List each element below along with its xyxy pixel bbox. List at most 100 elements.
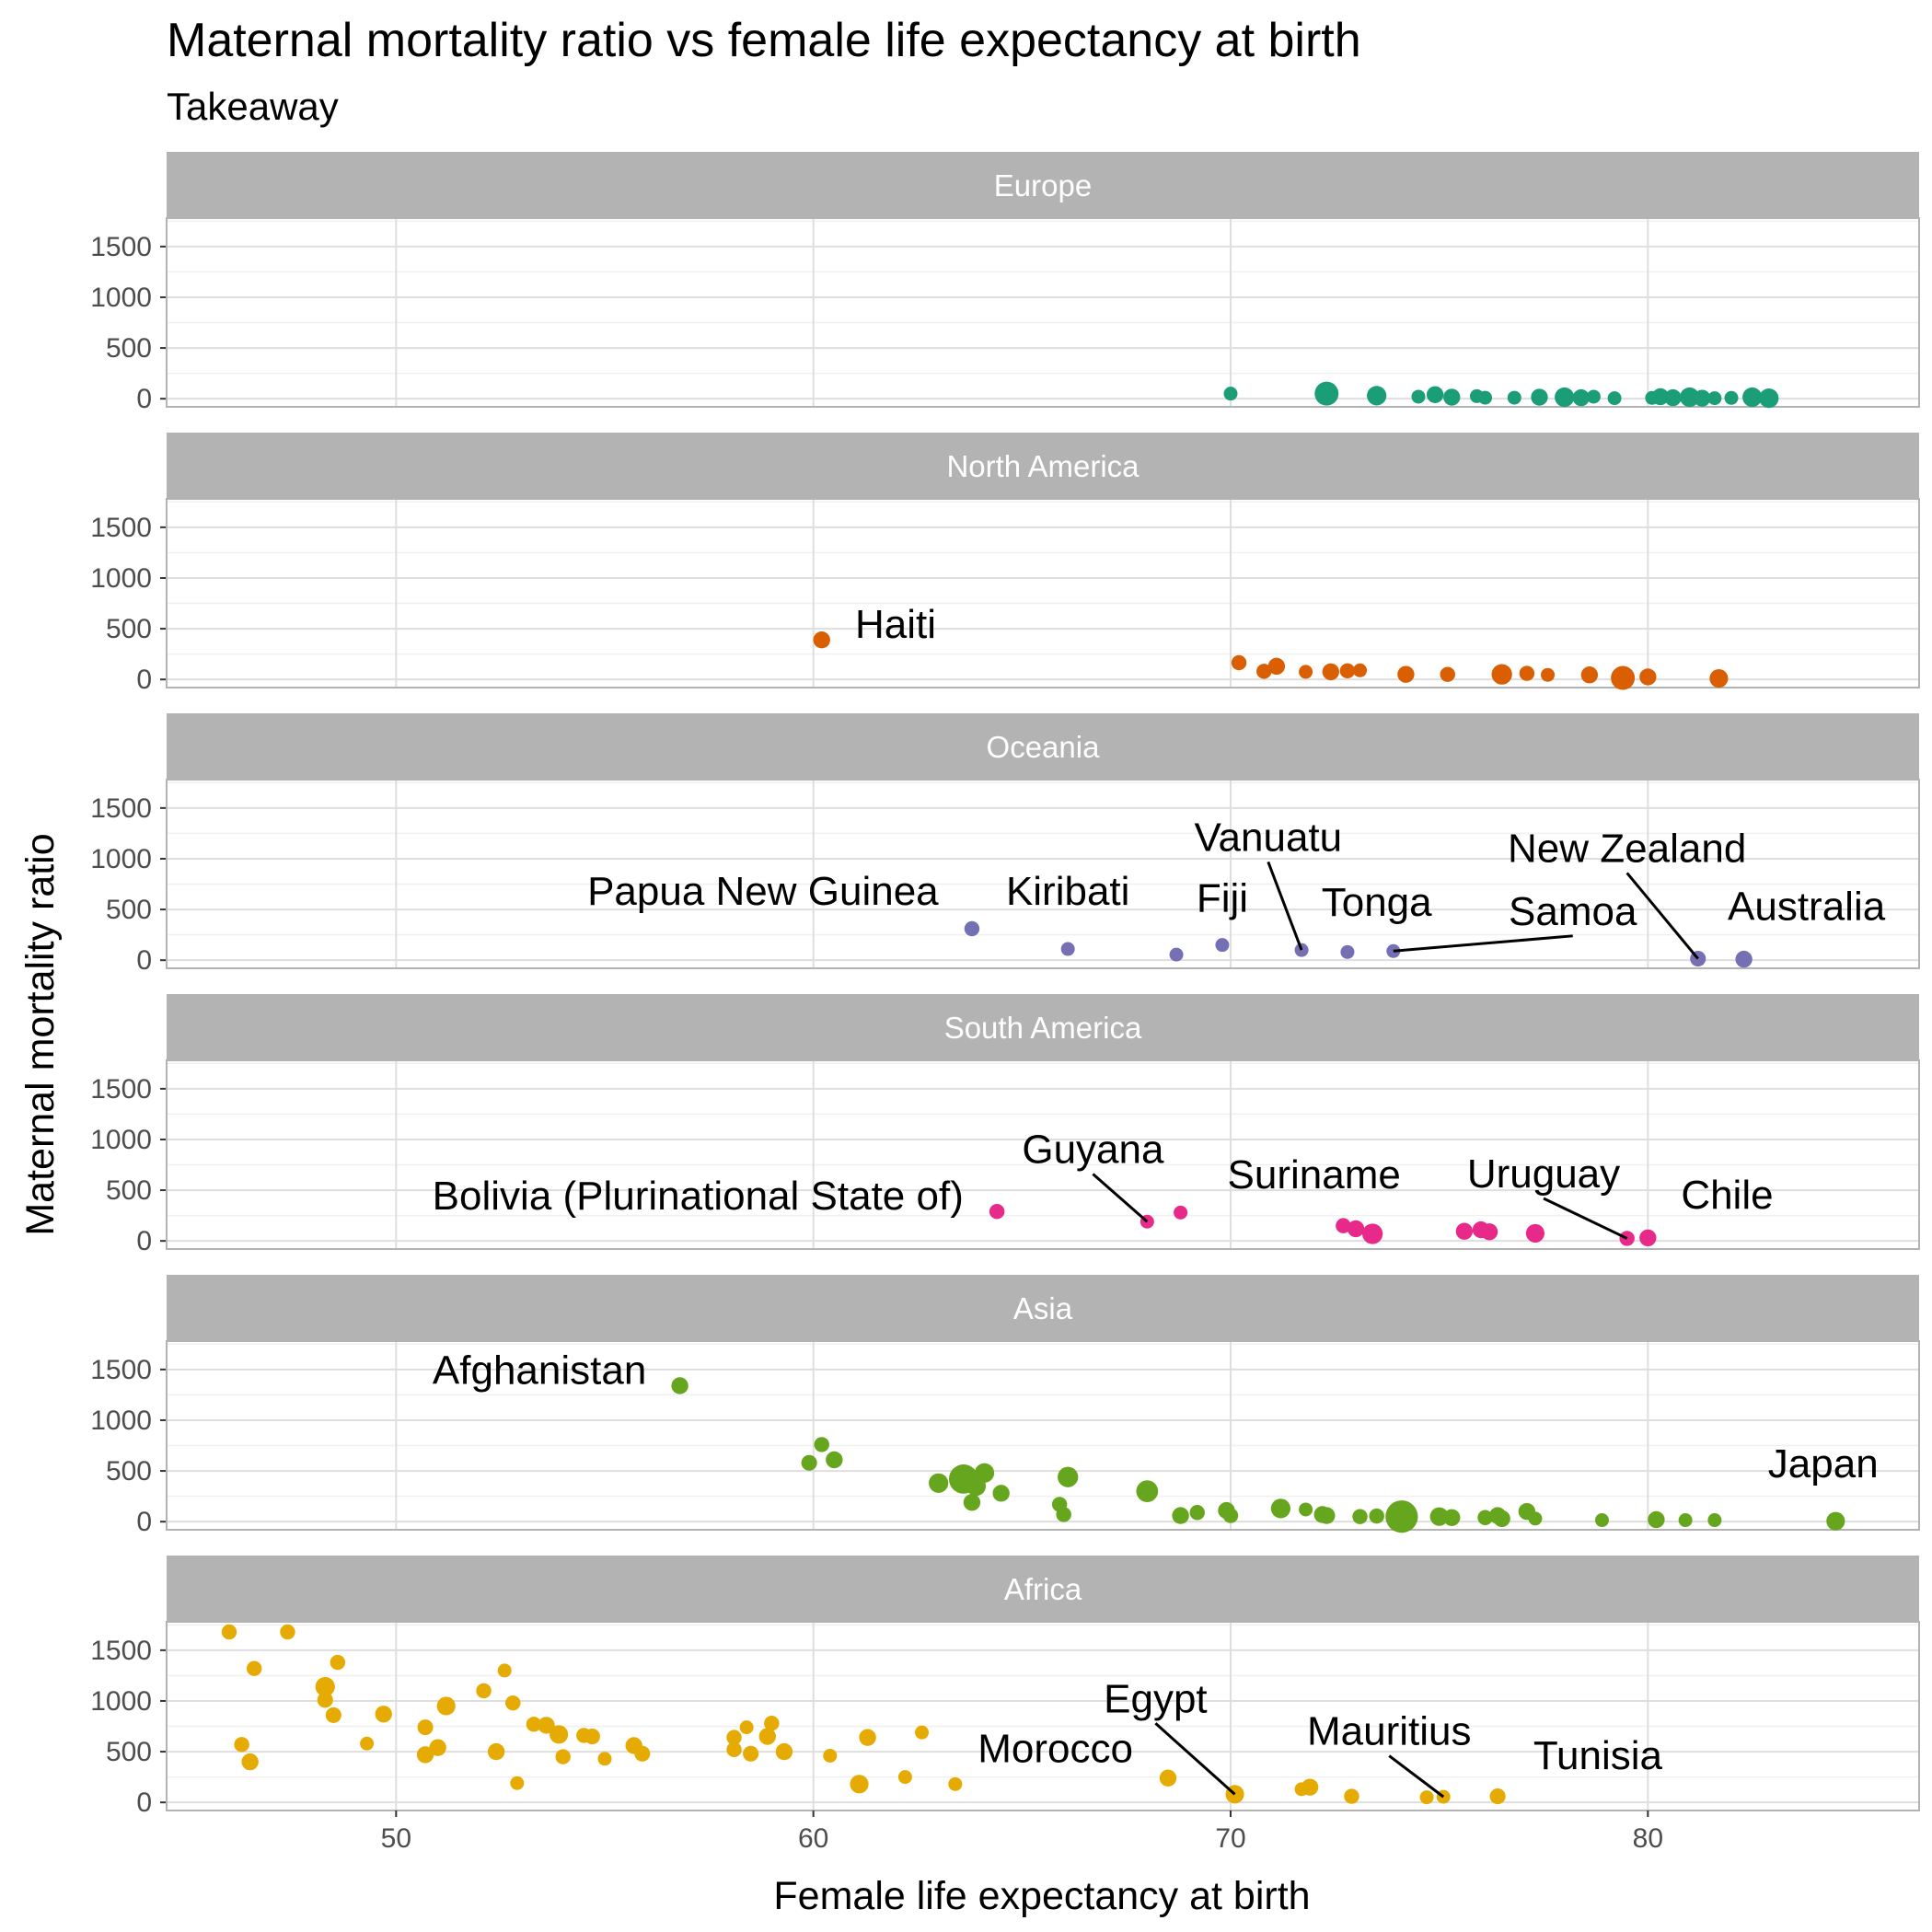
data-point <box>1519 665 1535 681</box>
data-point <box>1231 654 1247 671</box>
data-point <box>726 1741 742 1758</box>
y-axis-title: Maternal mortality ratio <box>18 833 63 1235</box>
data-point <box>1664 388 1682 407</box>
panel-border <box>166 1340 1920 1531</box>
point-label: Bolivia (Plurinational State of) <box>433 1174 964 1219</box>
data-point <box>813 631 830 649</box>
panel-border <box>166 1621 1920 1811</box>
data-point <box>429 1739 446 1756</box>
strip-label-oceania: Oceania <box>987 730 1101 764</box>
data-point <box>375 1706 392 1723</box>
data-point <box>360 1736 375 1751</box>
data-point <box>1528 1511 1543 1526</box>
data-point <box>726 1730 742 1745</box>
point-label: Tunisia <box>1533 1733 1663 1778</box>
y-tick-label: 0 <box>136 1787 152 1818</box>
data-point <box>555 1749 571 1764</box>
data-point <box>241 1753 259 1771</box>
data-point <box>897 1770 912 1785</box>
data-point <box>859 1729 876 1746</box>
data-point <box>1159 1769 1177 1787</box>
x-tick-label: 60 <box>798 1823 828 1854</box>
plot-area-asia <box>167 1341 1919 1530</box>
data-point <box>1299 1502 1313 1517</box>
y-tick-label: 1000 <box>90 844 152 874</box>
y-tick-label: 0 <box>136 945 152 976</box>
data-point <box>1735 950 1753 968</box>
y-tick-label: 1500 <box>90 1074 152 1105</box>
strip-europe <box>167 152 1919 218</box>
label-leader-line <box>1393 934 1573 953</box>
data-point <box>1223 387 1238 401</box>
strip-asia <box>167 1275 1919 1341</box>
data-point <box>246 1660 262 1676</box>
data-point <box>1419 1790 1434 1805</box>
data-point <box>1531 388 1548 406</box>
data-point <box>1651 388 1670 406</box>
data-point <box>1680 387 1700 408</box>
data-point <box>964 920 980 937</box>
point-label: Haiti <box>855 602 936 647</box>
data-point <box>416 1746 434 1764</box>
label-leader-line <box>1092 1173 1149 1223</box>
data-point <box>1299 665 1313 679</box>
point-label: Kiribati <box>1006 869 1130 914</box>
data-point <box>1429 1507 1449 1526</box>
data-point <box>1322 663 1339 681</box>
data-point <box>1443 1509 1461 1526</box>
data-point <box>1215 938 1230 953</box>
data-point <box>775 1742 793 1761</box>
chart-subtitle: Takeaway <box>167 85 339 128</box>
data-point <box>1742 387 1763 408</box>
label-leader-line <box>1154 1722 1236 1796</box>
data-point <box>315 1676 335 1697</box>
data-point <box>497 1663 512 1678</box>
strip-oceania <box>167 713 1919 780</box>
point-label: Mauritius <box>1307 1709 1472 1754</box>
data-point <box>280 1624 295 1640</box>
y-tick-label: 1000 <box>90 563 152 594</box>
data-point <box>1336 1218 1351 1233</box>
y-tick-label: 500 <box>106 1456 152 1487</box>
y-tick-label: 1000 <box>90 1686 152 1717</box>
label-leader-line <box>1267 861 1303 951</box>
data-point <box>1385 1500 1418 1533</box>
data-point <box>1611 665 1636 690</box>
data-point <box>1607 391 1622 406</box>
panel-border <box>166 779 1920 969</box>
data-point <box>538 1717 555 1734</box>
x-tick-label: 70 <box>1215 1823 1245 1854</box>
data-point <box>1369 1508 1384 1524</box>
data-point <box>1759 388 1779 409</box>
plot-area-north-america <box>167 499 1919 688</box>
data-point <box>929 1473 949 1493</box>
data-point <box>1426 386 1444 403</box>
data-point <box>1639 668 1657 686</box>
data-point <box>1060 942 1075 956</box>
label-leader-line <box>1388 1754 1445 1799</box>
point-label: Suriname <box>1228 1152 1401 1197</box>
panel-asia: Asia 0 500 1000 1500 Afghanistan Japan <box>90 1275 1920 1537</box>
strip-africa <box>167 1556 1919 1622</box>
data-point <box>1639 1229 1657 1247</box>
panel-oceania: Oceania 0 500 1000 1500 Papua New Guinea Kirib… <box>90 713 1920 976</box>
data-point <box>758 1728 776 1745</box>
point-label: Afghanistan <box>433 1348 646 1393</box>
data-point <box>1455 1222 1474 1240</box>
data-point <box>1707 391 1722 406</box>
data-point <box>597 1752 612 1766</box>
data-point <box>1347 1220 1365 1238</box>
data-point <box>1256 664 1272 679</box>
data-point <box>1222 1508 1239 1523</box>
data-point <box>850 1775 869 1794</box>
y-tick-label: 0 <box>136 665 152 695</box>
data-point <box>1594 1513 1609 1528</box>
chart-title: Maternal mortality ratio vs female life … <box>167 14 1361 67</box>
x-axis-title: Female life expectancy at birth <box>773 1874 1310 1918</box>
y-tick-label: 500 <box>106 614 152 644</box>
data-point <box>1480 1223 1498 1241</box>
data-point <box>1397 665 1415 683</box>
data-point <box>1340 944 1355 959</box>
